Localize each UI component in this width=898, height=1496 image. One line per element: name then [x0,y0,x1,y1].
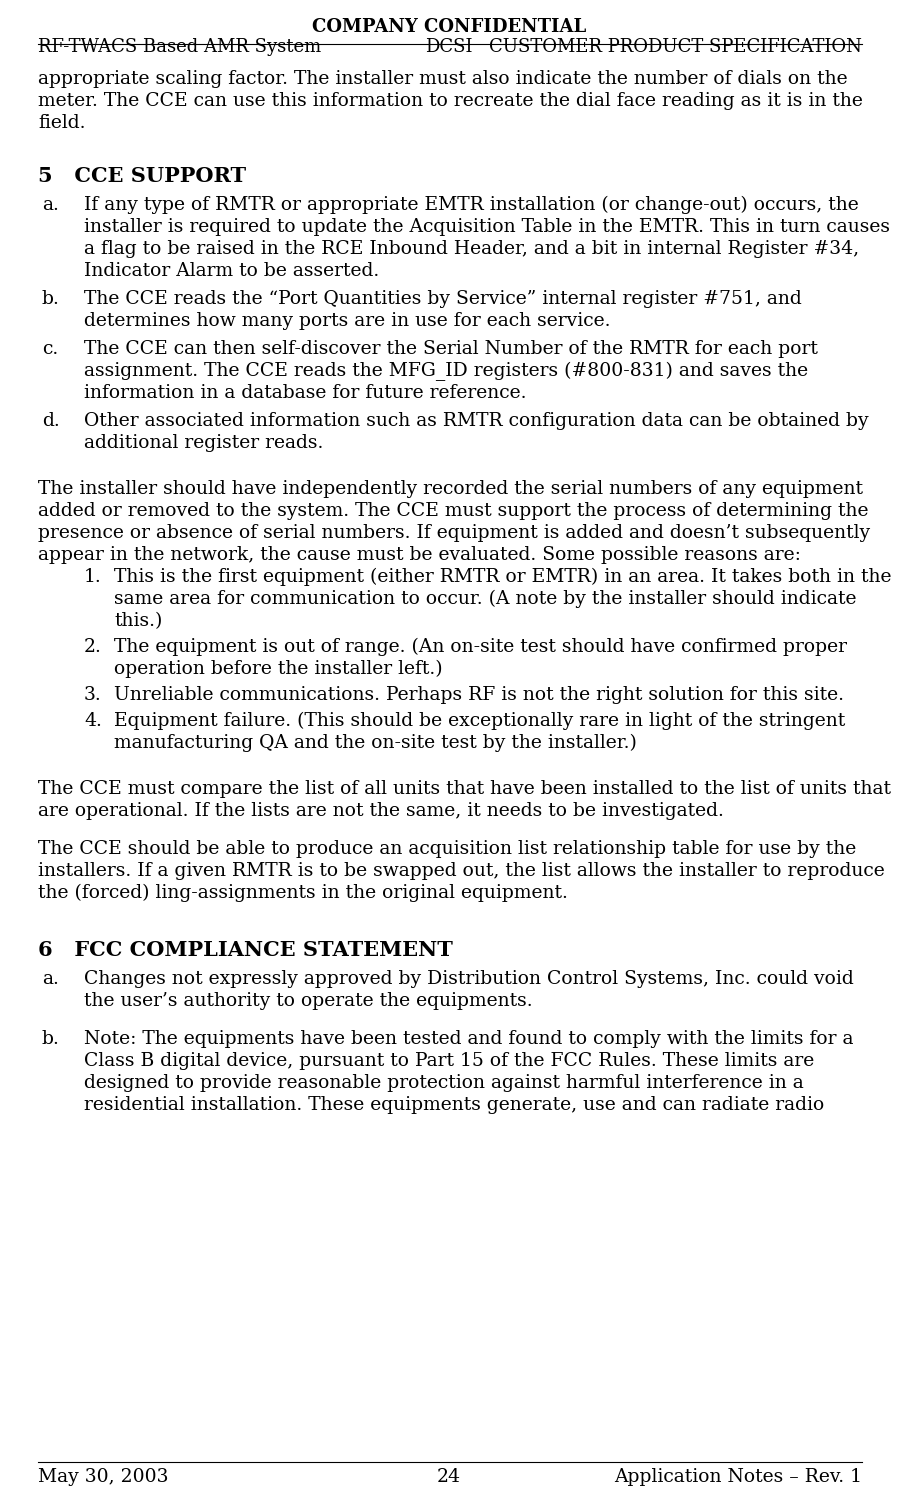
Text: installers. If a given RMTR is to be swapped out, the list allows the installer : installers. If a given RMTR is to be swa… [38,862,885,880]
Text: a.: a. [42,196,59,214]
Text: same area for communication to occur. (A note by the installer should indicate: same area for communication to occur. (A… [114,589,857,609]
Text: 5   CCE SUPPORT: 5 CCE SUPPORT [38,166,246,186]
Text: b.: b. [42,290,60,308]
Text: 24: 24 [437,1468,461,1486]
Text: 3.: 3. [84,687,101,705]
Text: Unreliable communications. Perhaps RF is not the right solution for this site.: Unreliable communications. Perhaps RF is… [114,687,844,705]
Text: The equipment is out of range. (An on-site test should have confirmed proper: The equipment is out of range. (An on-si… [114,637,847,657]
Text: May 30, 2003: May 30, 2003 [38,1468,169,1486]
Text: presence or absence of serial numbers. If equipment is added and doesn’t subsequ: presence or absence of serial numbers. I… [38,524,870,542]
Text: d.: d. [42,411,60,429]
Text: appear in the network, the cause must be evaluated. Some possible reasons are:: appear in the network, the cause must be… [38,546,801,564]
Text: residential installation. These equipments generate, use and can radiate radio: residential installation. These equipmen… [84,1097,824,1115]
Text: added or removed to the system. The CCE must support the process of determining : added or removed to the system. The CCE … [38,503,868,521]
Text: appropriate scaling factor. The installer must also indicate the number of dials: appropriate scaling factor. The installe… [38,70,848,88]
Text: Indicator Alarm to be asserted.: Indicator Alarm to be asserted. [84,262,379,280]
Text: determines how many ports are in use for each service.: determines how many ports are in use for… [84,313,611,331]
Text: RF-TWACS Based AMR System: RF-TWACS Based AMR System [38,37,321,55]
Text: The installer should have independently recorded the serial numbers of any equip: The installer should have independently … [38,480,863,498]
Text: this.): this.) [114,612,163,630]
Text: a.: a. [42,969,59,987]
Text: If any type of RMTR or appropriate EMTR installation (or change-out) occurs, the: If any type of RMTR or appropriate EMTR … [84,196,858,214]
Text: c.: c. [42,340,58,358]
Text: Note: The equipments have been tested and found to comply with the limits for a: Note: The equipments have been tested an… [84,1031,853,1049]
Text: Class B digital device, pursuant to Part 15 of the FCC Rules. These limits are: Class B digital device, pursuant to Part… [84,1052,814,1070]
Text: 2.: 2. [84,637,101,657]
Text: 1.: 1. [84,568,101,586]
Text: The CCE must compare the list of all units that have been installed to the list : The CCE must compare the list of all uni… [38,779,891,797]
Text: Changes not expressly approved by Distribution Control Systems, Inc. could void: Changes not expressly approved by Distri… [84,969,854,987]
Text: DCSI: DCSI [426,37,472,55]
Text: information in a database for future reference.: information in a database for future ref… [84,384,526,402]
Text: installer is required to update the Acquisition Table in the EMTR. This in turn : installer is required to update the Acqu… [84,218,890,236]
Text: a flag to be raised in the RCE Inbound Header, and a bit in internal Register #3: a flag to be raised in the RCE Inbound H… [84,239,859,257]
Text: the (forced) ling-assignments in the original equipment.: the (forced) ling-assignments in the ori… [38,884,568,902]
Text: Other associated information such as RMTR configuration data can be obtained by: Other associated information such as RMT… [84,411,868,429]
Text: This is the first equipment (either RMTR or EMTR) in an area. It takes both in t: This is the first equipment (either RMTR… [114,568,892,586]
Text: meter. The CCE can use this information to recreate the dial face reading as it : meter. The CCE can use this information … [38,91,863,111]
Text: 4.: 4. [84,712,101,730]
Text: COMPANY CONFIDENTIAL: COMPANY CONFIDENTIAL [312,18,586,36]
Text: Equipment failure. (This should be exceptionally rare in light of the stringent: Equipment failure. (This should be excep… [114,712,845,730]
Text: The CCE reads the “Port Quantities by Service” internal register #751, and: The CCE reads the “Port Quantities by Se… [84,290,802,308]
Text: b.: b. [42,1031,60,1049]
Text: Application Notes – Rev. 1: Application Notes – Rev. 1 [614,1468,862,1486]
Text: additional register reads.: additional register reads. [84,434,323,452]
Text: CUSTOMER PRODUCT SPECIFICATION: CUSTOMER PRODUCT SPECIFICATION [489,37,862,55]
Text: manufacturing QA and the on-site test by the installer.): manufacturing QA and the on-site test by… [114,735,637,752]
Text: assignment. The CCE reads the MFG_ID registers (#800-831) and saves the: assignment. The CCE reads the MFG_ID reg… [84,362,808,381]
Text: The CCE can then self-discover the Serial Number of the RMTR for each port: The CCE can then self-discover the Seria… [84,340,818,358]
Text: designed to provide reasonable protection against harmful interference in a: designed to provide reasonable protectio… [84,1074,804,1092]
Text: are operational. If the lists are not the same, it needs to be investigated.: are operational. If the lists are not th… [38,802,724,820]
Text: the user’s authority to operate the equipments.: the user’s authority to operate the equi… [84,992,533,1010]
Text: operation before the installer left.): operation before the installer left.) [114,660,443,678]
Text: 6   FCC COMPLIANCE STATEMENT: 6 FCC COMPLIANCE STATEMENT [38,939,453,960]
Text: The CCE should be able to produce an acquisition list relationship table for use: The CCE should be able to produce an acq… [38,839,857,859]
Text: field.: field. [38,114,85,132]
